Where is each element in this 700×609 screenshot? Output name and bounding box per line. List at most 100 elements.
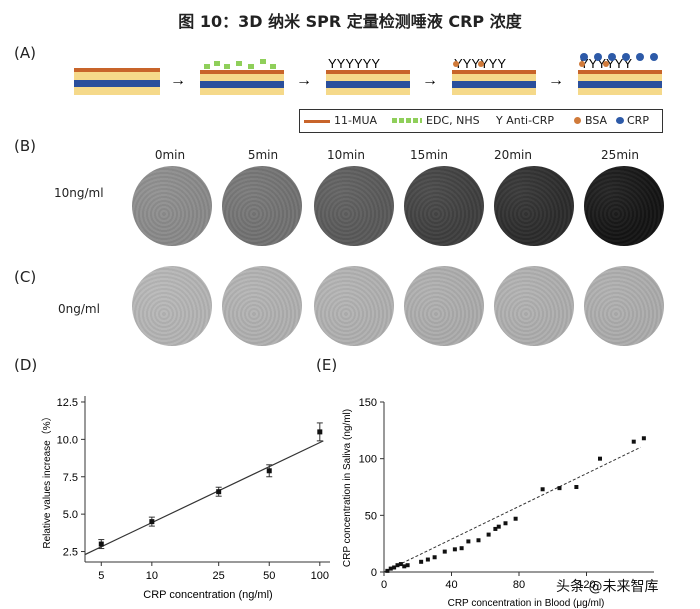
- chart-d: 2.5 5.0 7.5 10.0 12.5 5 10 25 50 100 CRP concent…: [41, 396, 330, 601]
- chart-e-point: [432, 555, 437, 560]
- chart-d-ytick-label: 7.5: [63, 472, 78, 484]
- chart-e-ylabel: CRP concentration in Saliva (ng/ml): [342, 409, 353, 567]
- chart-e-point: [476, 538, 481, 543]
- substrate-step-3: YYYYYY: [326, 56, 410, 95]
- chart-d-fit-line: [84, 440, 324, 556]
- chart-d-point: [266, 468, 272, 474]
- panel-label-a: (A): [14, 44, 36, 62]
- chart-e-point: [493, 526, 498, 531]
- chart-d-ylabel: Relative values increase（%）: [41, 411, 53, 548]
- chart-e-ytick-label: 0: [371, 567, 377, 579]
- chart-e-point: [402, 564, 407, 569]
- substrate-step-1: [74, 68, 160, 95]
- chart-e: 0 50 100 150 0 40 80 120 CRP concentration in …: [342, 397, 654, 608]
- chart-d-ytick-label: 5.0: [63, 509, 78, 521]
- time-label-3: 15min: [410, 148, 448, 162]
- substrate-step-4: YYYYYY: [452, 56, 536, 95]
- chart-d-xtick-label: 50: [263, 570, 275, 582]
- chart-d-point: [317, 429, 323, 435]
- legend-bsa: BSA: [585, 114, 608, 127]
- spot-b-2: [314, 166, 394, 246]
- watermark: 头条 @未来智库: [556, 579, 659, 595]
- spot-c-2: [314, 266, 394, 346]
- chart-e-xtick-label: 0: [381, 579, 387, 591]
- spot-c-4: [494, 266, 574, 346]
- panel-a-schematic: → → YYYYYY → YYYYYY → YYYYYY: [74, 53, 662, 95]
- time-label-2: 10min: [327, 148, 365, 162]
- legend-crp: CRP: [627, 114, 649, 127]
- panel-label-b: (B): [14, 137, 36, 155]
- arrow-3: →: [422, 72, 438, 89]
- panel-label-c: (C): [14, 268, 37, 286]
- chart-e-point: [486, 532, 491, 537]
- chart-e-xtick-label: 80: [513, 579, 525, 591]
- panel-a-legend: 11-MUA EDC, NHS Y Anti-CRP BSA CRP: [299, 109, 663, 133]
- chart-e-point: [513, 516, 518, 521]
- spot-b-0: [132, 166, 212, 246]
- arrow-1: →: [170, 72, 186, 89]
- chart-d-xtick-label: 10: [146, 570, 158, 582]
- chart-e-fit-line: [383, 446, 641, 573]
- chart-d-xtick-label: 100: [311, 570, 329, 582]
- chart-e-ytick-label: 150: [359, 397, 377, 409]
- time-label-4: 20min: [494, 148, 532, 162]
- chart-e-point: [452, 547, 457, 552]
- legend-mua: 11-MUA: [334, 114, 378, 127]
- chart-e-point: [598, 456, 602, 461]
- chart-e-ytick-label: 50: [365, 510, 377, 522]
- time-label-1: 5min: [247, 148, 279, 162]
- chart-e-xtick-label: 120: [577, 579, 595, 591]
- chart-e-point: [398, 562, 403, 567]
- chart-d-point: [216, 489, 222, 495]
- chart-d-ytick-label: 10.0: [57, 434, 78, 446]
- chart-e-point: [540, 487, 545, 492]
- chart-d-xtick-label: 25: [213, 570, 225, 582]
- bsa-swatch: [574, 117, 581, 124]
- panel-label-d: (D): [14, 356, 38, 374]
- chart-d-ytick-label: 2.5: [63, 547, 78, 559]
- chart-d-point: [98, 541, 104, 547]
- spot-b-3: [404, 166, 484, 246]
- time-label-0: 0min: [154, 148, 186, 162]
- crp-swatch: [616, 117, 624, 124]
- chart-e-point: [442, 549, 447, 554]
- spot-b-5: [584, 166, 664, 246]
- substrate-step-2: [200, 59, 284, 95]
- time-label-5: 25min: [601, 148, 639, 162]
- chart-e-ytick-label: 100: [359, 454, 377, 466]
- chart-d-ytick-label: 12.5: [57, 397, 78, 409]
- chart-e-xtick-label: 40: [445, 579, 457, 591]
- spot-b-1: [222, 166, 302, 246]
- chart-e-point: [503, 521, 508, 526]
- chart-e-point: [388, 566, 393, 571]
- svg-text:YYYYYY: YYYYYY: [328, 56, 380, 71]
- chart-d-xlabel: CRP concentration (ng/ml): [143, 589, 272, 601]
- edc-swatch: [392, 118, 422, 123]
- chart-e-point: [557, 486, 562, 491]
- chart-e-point: [496, 524, 501, 529]
- chart-e-point: [641, 436, 646, 441]
- row-label-10ng: 10ng/ml: [54, 186, 104, 200]
- arrow-4: →: [548, 72, 564, 89]
- mua-swatch: [304, 120, 330, 123]
- chart-e-point: [466, 539, 471, 544]
- chart-e-point: [631, 439, 636, 444]
- chart-d-xtick-label: 5: [98, 570, 104, 582]
- chart-e-point: [405, 563, 410, 568]
- spot-b-4: [494, 166, 574, 246]
- chart-e-xlabel: CRP concentration in Blood (μg/ml): [448, 598, 605, 608]
- spot-c-3: [404, 266, 484, 346]
- figure-title: 图 10：3D 纳米 SPR 定量检测唾液 CRP 浓度: [178, 12, 522, 31]
- chart-d-point: [149, 519, 155, 525]
- chart-e-point: [419, 559, 424, 564]
- chart-e-point: [395, 563, 400, 568]
- row-label-0ng: 0ng/ml: [58, 302, 100, 316]
- spot-c-1: [222, 266, 302, 346]
- arrow-2: →: [296, 72, 312, 89]
- chart-e-point: [392, 565, 397, 570]
- panel-label-e: (E): [316, 356, 338, 374]
- chart-e-point: [425, 557, 430, 562]
- chart-e-point: [459, 546, 464, 551]
- chart-e-point: [385, 568, 390, 573]
- legend-anti-crp: Y Anti-CRP: [496, 114, 555, 127]
